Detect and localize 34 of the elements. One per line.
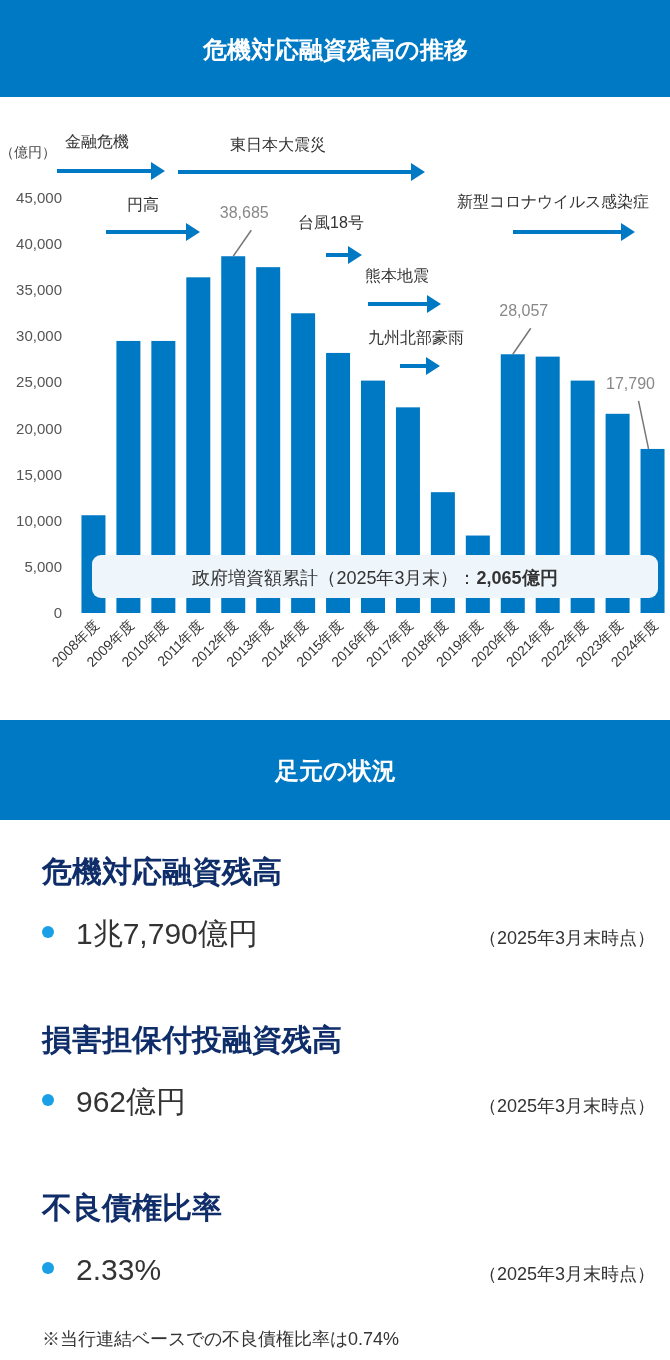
data-label: 17,790: [606, 374, 656, 392]
annotation: 政府増資額累計（2025年3月末）：2,065億円: [192, 568, 558, 588]
y-tick-label: 5,000: [24, 557, 62, 575]
text: （2025年3月末時点）: [478, 1096, 655, 1116]
y-tick-label: 10,000: [16, 511, 62, 529]
y-tick-label: 40,000: [16, 235, 62, 253]
annotation: 円高: [127, 196, 159, 213]
text: 損害担保付投融資残高: [41, 1023, 342, 1056]
y-tick-label: 0: [53, 604, 62, 621]
y-tick-label: 35,000: [16, 281, 62, 299]
y-tick-label: 20,000: [16, 419, 62, 437]
data-label: 38,685: [219, 204, 269, 222]
text: （2025年3月末時点）: [478, 928, 655, 948]
text: 962億円: [76, 1085, 187, 1118]
text: 1兆7,790億円: [76, 917, 258, 950]
annotation: 新型コロナウイルス感染症: [457, 193, 649, 210]
annotation: 台風18号: [298, 214, 364, 231]
y-axis-title: （億円）: [0, 144, 56, 160]
annotation: 九州北部豪雨: [368, 329, 464, 346]
text: 危機対応融資残高: [41, 855, 282, 888]
data-label: 28,057: [499, 302, 549, 320]
text: ※当行連結ベースでの不良債権比率は0.74%: [42, 1329, 400, 1349]
y-tick-label: 25,000: [16, 373, 62, 391]
text: 2.33%: [76, 1253, 162, 1286]
text: （2025年3月末時点）: [478, 1264, 655, 1284]
text: 不良債権比率: [41, 1191, 222, 1224]
y-tick-label: 45,000: [16, 189, 62, 206]
text: 金融危機: [65, 133, 129, 150]
annotation: 熊本地震: [365, 267, 429, 284]
y-tick-label: 30,000: [16, 327, 62, 345]
text: 東日本大震災: [230, 136, 326, 153]
chart-title: 危機対応融資残高の推移: [201, 36, 468, 63]
text: 足元の状況: [273, 757, 396, 784]
y-tick-label: 15,000: [16, 465, 62, 483]
